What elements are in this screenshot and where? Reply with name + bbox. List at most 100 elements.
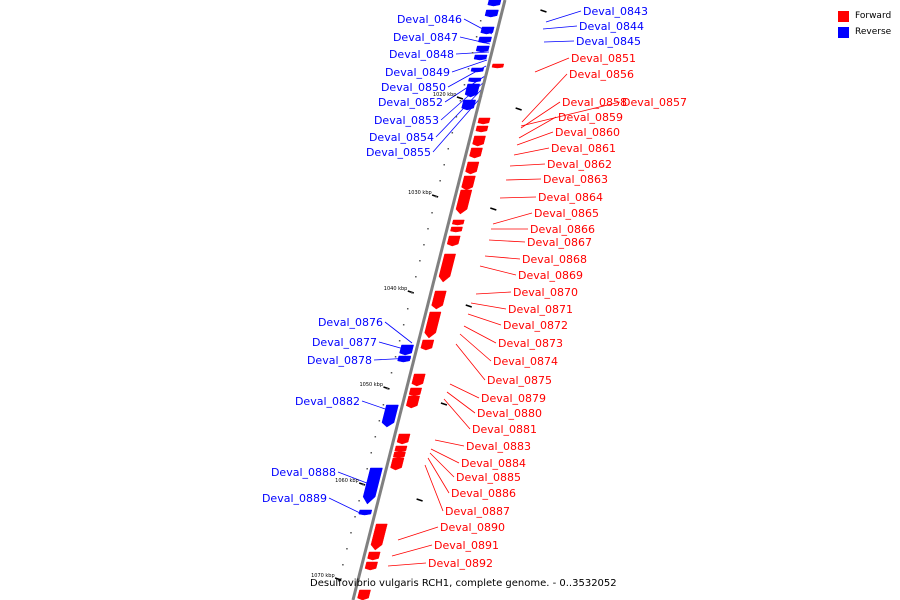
gene-label: Deval_0872 xyxy=(503,319,568,332)
leader-line xyxy=(455,343,486,381)
gene-label: Deval_0851 xyxy=(571,52,636,65)
gene-label: Deval_0877 xyxy=(312,336,377,349)
reverse-gene-arrow xyxy=(484,9,499,18)
leader-line xyxy=(434,439,465,447)
gene-labels: Deval_0843 Deval_0844 Deval_0845 Deval_0846… xyxy=(262,5,687,570)
gene-label: Deval_0879 xyxy=(481,392,546,405)
minor-tick xyxy=(338,580,340,582)
gene-label: Deval_0845 xyxy=(576,35,641,48)
leader-line xyxy=(387,562,427,567)
leader-line xyxy=(328,497,361,514)
minor-tick xyxy=(411,292,413,294)
forward-swatch xyxy=(838,10,849,22)
gene-label: Deval_0885 xyxy=(456,471,521,484)
right-tick-mark xyxy=(465,304,472,308)
forward-gene-arrow xyxy=(461,175,476,191)
gene-label: Deval_0861 xyxy=(551,142,616,155)
kbp-tick-mark xyxy=(431,194,439,198)
leader-line xyxy=(429,452,455,478)
leader-line xyxy=(424,464,444,512)
forward-gene-arrow xyxy=(469,147,483,159)
gene-label: Deval_0875 xyxy=(487,374,552,387)
minor-tick xyxy=(443,164,445,166)
right-tick-mark xyxy=(440,402,448,406)
right-tick-mark xyxy=(490,207,497,211)
leader-line xyxy=(479,265,517,276)
gene-label: Deval_0867 xyxy=(527,236,592,249)
gene-label: Deval_0878 xyxy=(307,354,372,367)
forward-gene-arrow xyxy=(424,311,442,339)
kbp-ticks: 1020 kbp 1030 kbp 1040 kbp 1050 kbp 1060 kbp… xyxy=(311,9,547,582)
minor-tick xyxy=(378,420,381,422)
kbp-tick-label: 1020 kbp xyxy=(433,92,457,98)
kbp-tick-mark xyxy=(334,577,342,581)
minor-tick xyxy=(382,404,385,406)
leader-line xyxy=(435,87,484,138)
kbp-tick-mark xyxy=(358,482,366,486)
gene-label: Deval_0891 xyxy=(434,539,499,552)
minor-tick xyxy=(431,212,433,214)
minor-tick xyxy=(354,516,356,518)
forward-gene-arrow xyxy=(370,523,388,551)
gene-label: Deval_0848 xyxy=(389,48,454,61)
forward-gene-arrow xyxy=(438,253,456,283)
reverse-gene-arrow xyxy=(480,26,495,35)
minor-tick xyxy=(471,52,474,54)
kbp-tick-label: 1040 kbp xyxy=(384,286,408,292)
leader-line xyxy=(384,321,413,344)
gene-label: Deval_0892 xyxy=(428,557,493,570)
forward-gene-arrow xyxy=(446,235,461,247)
gene-label: Deval_0843 xyxy=(583,5,648,18)
minor-tick xyxy=(463,84,466,86)
minor-tick xyxy=(447,148,450,150)
gene-label: Deval_0863 xyxy=(543,173,608,186)
legend-item-reverse: Reverse xyxy=(838,24,891,40)
forward-gene-arrow xyxy=(408,387,423,397)
gene-label: Deval_0856 xyxy=(569,68,634,81)
minor-tick xyxy=(459,100,462,102)
gene-label: Deval_0846 xyxy=(397,13,462,26)
gene-label: Deval_0862 xyxy=(547,158,612,171)
reverse-gene-arrow xyxy=(468,77,482,83)
leader-line xyxy=(459,333,492,362)
leader-line xyxy=(337,471,373,486)
gene-label: Deval_0886 xyxy=(451,487,516,500)
reverse-gene-arrow xyxy=(461,99,476,111)
leader-line xyxy=(545,10,582,23)
gene-label: Deval_0858 xyxy=(562,96,627,109)
leader-line xyxy=(492,212,533,225)
minor-tick xyxy=(374,436,377,438)
gene-label: Deval_0889 xyxy=(262,492,327,505)
gene-label: Deval_0876 xyxy=(318,316,383,329)
forward-gene-arrow xyxy=(472,135,486,147)
leader-line xyxy=(430,448,460,464)
leader-line xyxy=(475,291,512,295)
minor-tick xyxy=(402,324,405,326)
minor-tick xyxy=(358,500,360,502)
leader-line xyxy=(451,59,488,73)
gene-label: Deval_0870 xyxy=(513,286,578,299)
minor-tick xyxy=(435,196,437,198)
reverse-gene-arrow xyxy=(399,344,414,356)
forward-gene-arrow xyxy=(392,451,406,459)
leader-line xyxy=(518,116,557,139)
leader-line xyxy=(520,101,561,129)
reverse-gene-arrow xyxy=(475,45,490,53)
leader-line xyxy=(397,526,439,541)
leader-line xyxy=(484,255,521,260)
legend-reverse-label: Reverse xyxy=(855,27,892,37)
gene-label: Deval_0888 xyxy=(271,466,336,479)
gene-label: Deval_0850 xyxy=(381,81,446,94)
reverse-swatch xyxy=(838,26,849,38)
forward-gene-arrow xyxy=(364,561,378,571)
reverse-gene-arrow xyxy=(362,467,383,505)
forward-gene-arrow xyxy=(465,161,480,175)
gene-label: Deval_0847 xyxy=(393,31,458,44)
gene-label: Deval_0873 xyxy=(498,337,563,350)
minor-tick xyxy=(479,20,482,22)
kbp-tick-label: 1060 kbp xyxy=(335,478,359,484)
minor-tick xyxy=(423,244,425,246)
leader-line xyxy=(443,398,471,430)
gene-label: Deval_0844 xyxy=(579,20,644,33)
leader-line xyxy=(513,147,550,156)
